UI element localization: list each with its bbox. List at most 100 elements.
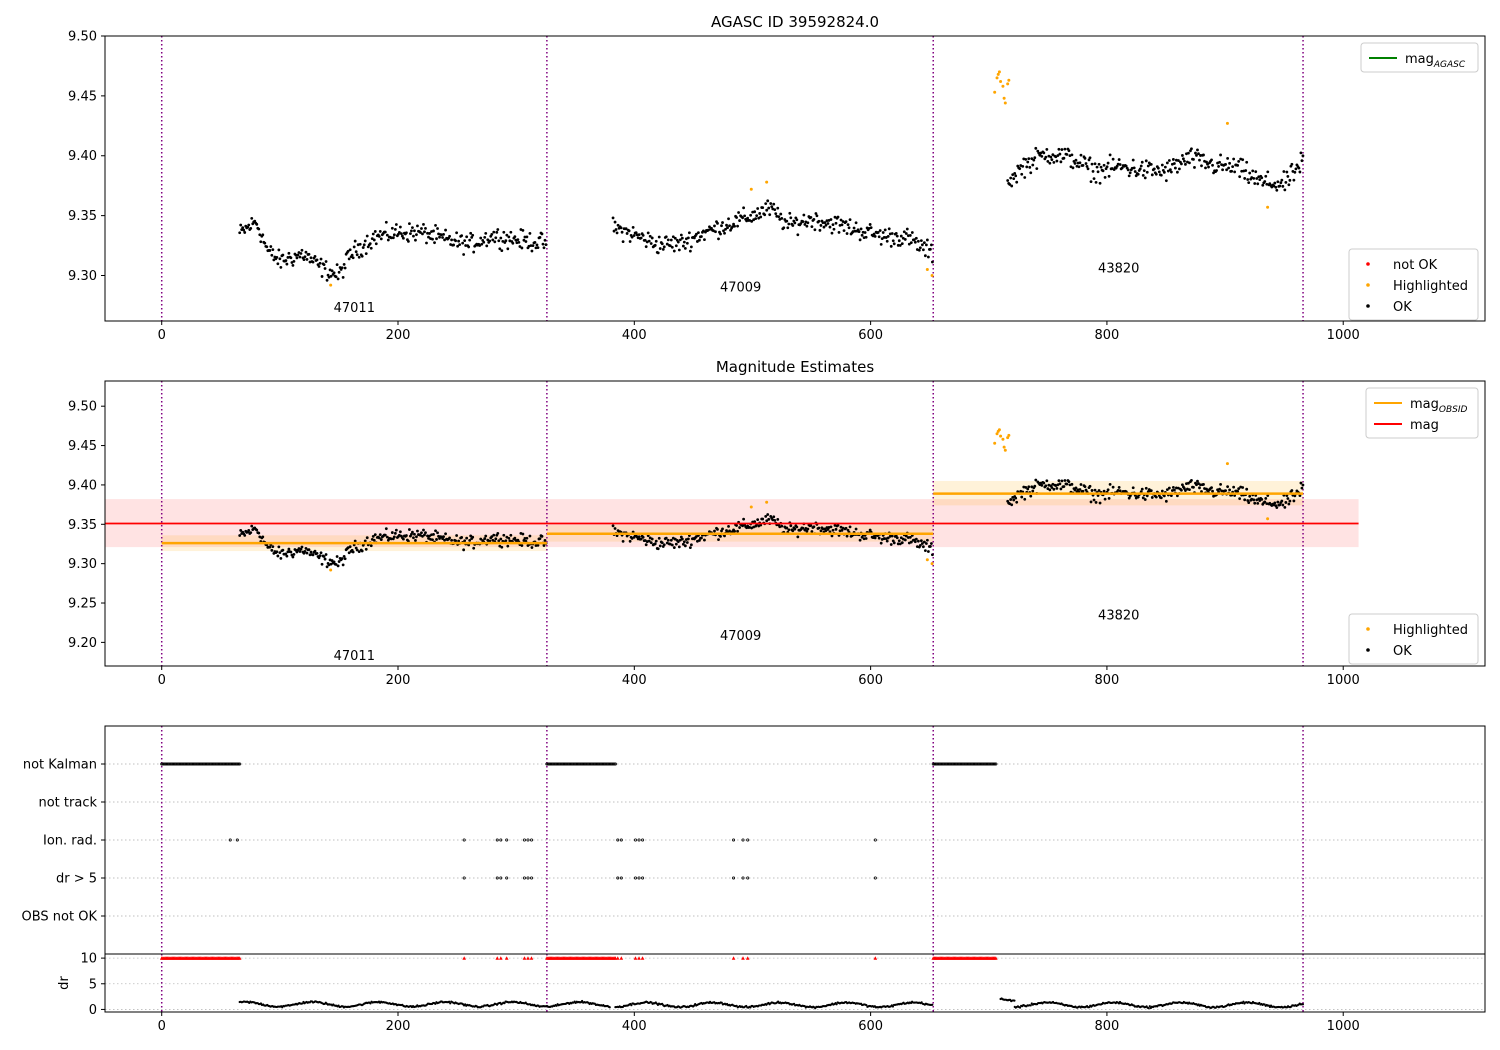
ok-point [1237, 487, 1241, 491]
highlighted-point [1007, 78, 1011, 82]
highlighted-point [997, 428, 1001, 432]
ok-point [854, 221, 858, 225]
ok-point [343, 557, 347, 561]
flag-marker [505, 876, 509, 880]
ok-point [1073, 488, 1077, 492]
ok-point [1063, 147, 1067, 151]
ok-point [628, 539, 632, 543]
ok-point [1050, 486, 1054, 489]
ok-point [812, 525, 816, 529]
highlighted-point [1003, 101, 1007, 105]
ok-point [1118, 163, 1122, 166]
ok-point [733, 224, 736, 228]
legend-label: OK [1393, 300, 1412, 315]
ok-point [499, 236, 503, 240]
ok-point [455, 534, 459, 537]
ok-point [832, 227, 836, 231]
ok-point [1014, 496, 1018, 500]
ok-point [869, 226, 873, 229]
y-tick-label: 9.50 [68, 400, 97, 415]
dr-point [1029, 1004, 1032, 1007]
ok-point [1286, 175, 1290, 178]
ok-point [330, 559, 334, 562]
ok-point [1241, 158, 1245, 162]
ok-point [1106, 161, 1110, 165]
ok-point [1192, 485, 1195, 489]
ok-point [372, 538, 376, 542]
ok-point [669, 538, 673, 542]
ok-point [799, 222, 803, 225]
ok-point [243, 231, 247, 234]
ok-point [434, 529, 437, 533]
ok-point [268, 249, 272, 252]
ok-point [900, 242, 904, 246]
ok-point [463, 539, 467, 543]
ok-point [625, 534, 629, 538]
ok-point [801, 220, 805, 223]
ok-point [1132, 166, 1136, 170]
ok-point [876, 231, 880, 234]
ok-point [742, 206, 746, 210]
ok-point [536, 543, 540, 547]
ok-point [347, 257, 351, 261]
ok-point [386, 238, 390, 242]
ok-point [716, 221, 719, 225]
ok-point [372, 238, 376, 242]
ok-point [621, 539, 625, 543]
ok-point [664, 235, 668, 239]
ok-point [1207, 165, 1210, 169]
ok-point [913, 540, 917, 544]
ok-point [732, 222, 735, 226]
ok-point [291, 263, 295, 267]
ok-point [1272, 184, 1276, 188]
ok-point [680, 236, 684, 240]
ok-point [793, 527, 797, 531]
ok-point [1062, 156, 1066, 160]
ok-point [1162, 170, 1166, 174]
ok-point [713, 224, 716, 228]
ok-point [637, 535, 641, 539]
ok-point [714, 230, 717, 234]
ok-point [613, 220, 617, 224]
ok-point [521, 229, 525, 232]
ok-point [657, 235, 661, 239]
dr-point [555, 1004, 558, 1007]
highlighted-point [749, 187, 753, 191]
ok-point [889, 543, 893, 546]
ok-point [498, 247, 502, 251]
ok-point [1261, 183, 1265, 187]
legend-marker-swatch [1366, 627, 1370, 631]
ok-point [411, 226, 414, 230]
ok-point [441, 236, 444, 239]
axes-frame [104, 953, 1486, 1013]
ok-point [389, 537, 393, 541]
ok-point [721, 527, 724, 531]
dr-point [503, 1002, 506, 1005]
ok-point [1030, 157, 1034, 161]
ok-point [442, 232, 445, 236]
ok-point [836, 523, 840, 527]
ok-point [496, 532, 500, 535]
ok-point [885, 239, 889, 243]
dr-capped-marker [745, 956, 750, 960]
ok-point [673, 537, 677, 541]
highlighted-point [749, 505, 753, 509]
ok-point [770, 205, 774, 209]
ok-point [738, 526, 741, 529]
ok-point [1058, 482, 1062, 486]
ok-point [239, 223, 243, 227]
ok-point [892, 541, 896, 545]
flag-marker [633, 876, 637, 880]
ok-point [611, 216, 615, 220]
ok-point [517, 240, 521, 244]
ok-point [458, 243, 462, 246]
ok-point [1088, 484, 1092, 488]
ok-point [482, 240, 486, 244]
ok-point [1172, 488, 1176, 492]
ok-point [627, 229, 631, 233]
ok-point [257, 531, 261, 535]
ok-point [614, 228, 618, 231]
ok-point [346, 249, 350, 253]
ok-point [634, 231, 638, 235]
ok-point [505, 233, 509, 237]
